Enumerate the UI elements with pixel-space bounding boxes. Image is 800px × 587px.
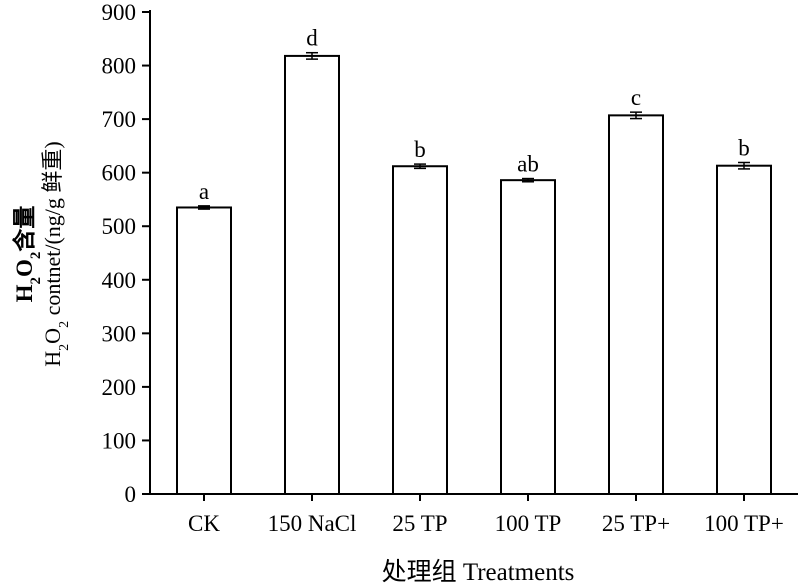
y-ticks: 0 100 200 300 400 500 600 700 800 900 (102, 0, 150, 507)
bar (284, 54, 340, 495)
x-ticks: CK 150 NaCl 25 TP 100 TP 25 TP+ 100 TP+ (188, 494, 784, 536)
y-tick-label: 900 (102, 0, 137, 25)
x-tick-label: 150 NaCl (268, 511, 357, 536)
x-tick-label: 100 TP+ (704, 511, 784, 536)
significance-label: c (631, 85, 641, 110)
x-tick-label: 100 TP (495, 511, 562, 536)
y-axis-label-line2: H2O2 contnet/(ng/g 鲜重) (40, 141, 72, 366)
bars: a d b ab c b (176, 26, 772, 496)
significance-label: a (199, 179, 209, 204)
y-tick-label: 600 (102, 161, 137, 186)
axes (149, 10, 798, 495)
y-tick-label: 100 (102, 428, 137, 453)
significance-label: b (738, 135, 750, 160)
y-tick-label: 500 (102, 214, 137, 239)
significance-label: ab (517, 152, 539, 177)
bar (716, 164, 772, 495)
significance-label: d (306, 26, 318, 51)
y-axis-label-line1: H2O2含量 (11, 206, 44, 303)
x-axis-label: 处理组 Treatments (382, 558, 575, 586)
x-tick-label: 25 TP (392, 511, 447, 536)
bar (392, 165, 448, 496)
x-tick-label: CK (188, 511, 220, 536)
y-tick-label: 400 (102, 268, 137, 293)
y-tick-label: 200 (102, 375, 137, 400)
y-tick-label: 0 (125, 482, 137, 507)
y-tick-label: 700 (102, 107, 137, 132)
y-tick-label: 800 (102, 54, 137, 79)
bar (500, 179, 556, 495)
bar (608, 114, 664, 496)
y-tick-label: 300 (102, 321, 137, 346)
x-tick-label: 25 TP+ (602, 511, 670, 536)
significance-label: b (414, 137, 426, 162)
bar (176, 206, 232, 495)
